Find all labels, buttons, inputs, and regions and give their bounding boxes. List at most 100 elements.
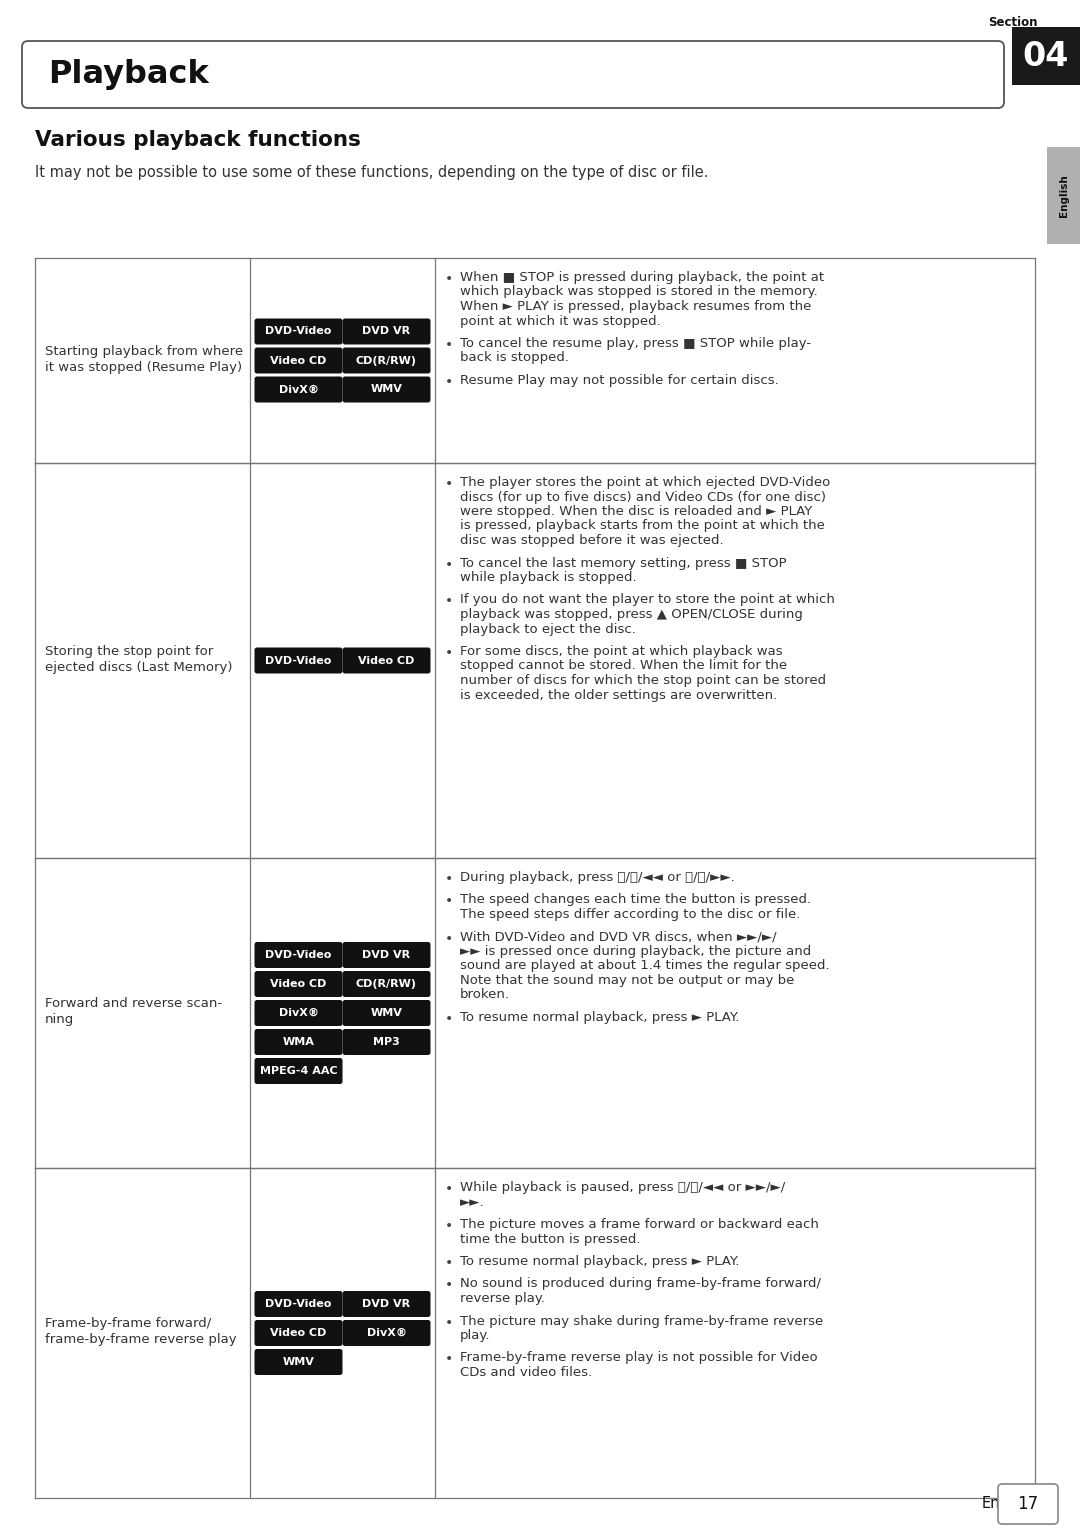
FancyBboxPatch shape: [255, 971, 342, 997]
Text: •: •: [445, 1316, 454, 1330]
FancyBboxPatch shape: [255, 1030, 342, 1056]
Text: The player stores the point at which ejected DVD-Video: The player stores the point at which eje…: [460, 476, 831, 489]
Text: while playback is stopped.: while playback is stopped.: [460, 571, 636, 584]
Text: were stopped. When the disc is reloaded and ► PLAY: were stopped. When the disc is reloaded …: [460, 506, 812, 518]
Text: CD(R/RW): CD(R/RW): [356, 979, 417, 990]
Text: DVD VR: DVD VR: [363, 326, 410, 337]
Text: Forward and reverse scan-: Forward and reverse scan-: [45, 997, 222, 1010]
Text: number of discs for which the stop point can be stored: number of discs for which the stop point…: [460, 674, 826, 686]
Text: discs (for up to five discs) and Video CDs (for one disc): discs (for up to five discs) and Video C…: [460, 490, 826, 504]
Text: Note that the sound may not be output or may be: Note that the sound may not be output or…: [460, 974, 795, 987]
FancyBboxPatch shape: [342, 1321, 431, 1347]
Text: If you do not want the player to store the point at which: If you do not want the player to store t…: [460, 593, 835, 607]
Text: WMV: WMV: [370, 385, 403, 395]
Text: broken.: broken.: [460, 988, 510, 1002]
Text: ning: ning: [45, 1013, 75, 1026]
Text: •: •: [445, 1256, 454, 1270]
Text: Frame-by-frame reverse play is not possible for Video: Frame-by-frame reverse play is not possi…: [460, 1351, 818, 1365]
Text: To cancel the resume play, press ■ STOP while play-: To cancel the resume play, press ■ STOP …: [460, 337, 811, 349]
Text: •: •: [445, 375, 454, 389]
Text: •: •: [445, 273, 454, 286]
FancyBboxPatch shape: [255, 942, 342, 968]
Text: ejected discs (Last Memory): ejected discs (Last Memory): [45, 660, 232, 674]
Text: While playback is paused, press ⏪/⏮/◄◄ or ►►/►/: While playback is paused, press ⏪/⏮/◄◄ o…: [460, 1181, 785, 1193]
Text: Section: Section: [988, 15, 1038, 29]
FancyBboxPatch shape: [342, 377, 431, 403]
Text: •: •: [445, 872, 454, 885]
Text: •: •: [445, 339, 454, 352]
FancyBboxPatch shape: [342, 348, 431, 374]
Text: ►►.: ►►.: [460, 1195, 485, 1209]
Text: •: •: [445, 1219, 454, 1233]
Text: To resume normal playback, press ► PLAY.: To resume normal playback, press ► PLAY.: [460, 1255, 740, 1268]
Text: The speed changes each time the button is pressed.: The speed changes each time the button i…: [460, 893, 811, 907]
Text: Video CD: Video CD: [359, 656, 415, 665]
Text: With DVD-Video and DVD VR discs, when ►►/►/: With DVD-Video and DVD VR discs, when ►►…: [460, 930, 777, 944]
Text: •: •: [445, 558, 454, 571]
Text: time the button is pressed.: time the button is pressed.: [460, 1233, 640, 1246]
Text: When ■ STOP is pressed during playback, the point at: When ■ STOP is pressed during playback, …: [460, 271, 824, 283]
FancyBboxPatch shape: [342, 942, 431, 968]
Text: WMV: WMV: [370, 1008, 403, 1017]
FancyBboxPatch shape: [22, 41, 1004, 107]
Text: To resume normal playback, press ► PLAY.: To resume normal playback, press ► PLAY.: [460, 1011, 740, 1023]
Text: •: •: [445, 647, 454, 660]
Text: stopped cannot be stored. When the limit for the: stopped cannot be stored. When the limit…: [460, 659, 787, 673]
Text: MPEG-4 AAC: MPEG-4 AAC: [259, 1066, 337, 1075]
Text: DVD-Video: DVD-Video: [266, 950, 332, 961]
Text: CDs and video files.: CDs and video files.: [460, 1367, 592, 1379]
Text: En: En: [982, 1495, 1000, 1511]
Text: Starting playback from where: Starting playback from where: [45, 345, 243, 357]
Text: •: •: [445, 1013, 454, 1026]
Text: DVD-Video: DVD-Video: [266, 656, 332, 665]
FancyBboxPatch shape: [255, 319, 342, 345]
Text: reverse play.: reverse play.: [460, 1291, 545, 1305]
Text: sound are played at about 1.4 times the regular speed.: sound are played at about 1.4 times the …: [460, 959, 829, 973]
Text: •: •: [445, 594, 454, 608]
Text: Various playback functions: Various playback functions: [35, 130, 361, 150]
Text: DVD-Video: DVD-Video: [266, 326, 332, 337]
FancyBboxPatch shape: [342, 1000, 431, 1026]
Text: it was stopped (Resume Play): it was stopped (Resume Play): [45, 360, 242, 374]
Text: Video CD: Video CD: [270, 1328, 326, 1337]
Text: To cancel the last memory setting, press ■ STOP: To cancel the last memory setting, press…: [460, 556, 786, 570]
FancyBboxPatch shape: [1047, 147, 1080, 244]
Text: ►► is pressed once during playback, the picture and: ►► is pressed once during playback, the …: [460, 945, 811, 958]
Text: During playback, press ⏪/⏮/◄◄ or ⏩/⏯/►►.: During playback, press ⏪/⏮/◄◄ or ⏩/⏯/►►.: [460, 872, 734, 884]
FancyBboxPatch shape: [255, 1350, 342, 1376]
Text: When ► PLAY is pressed, playback resumes from the: When ► PLAY is pressed, playback resumes…: [460, 300, 811, 313]
Text: playback was stopped, press ▲ OPEN/CLOSE during: playback was stopped, press ▲ OPEN/CLOSE…: [460, 608, 802, 620]
Text: MP3: MP3: [373, 1037, 400, 1046]
Text: •: •: [445, 1183, 454, 1196]
FancyBboxPatch shape: [342, 1291, 431, 1318]
Text: Video CD: Video CD: [270, 355, 326, 366]
FancyBboxPatch shape: [255, 348, 342, 374]
FancyBboxPatch shape: [255, 1000, 342, 1026]
Text: is pressed, playback starts from the point at which the: is pressed, playback starts from the poi…: [460, 519, 825, 533]
Text: WMA: WMA: [283, 1037, 314, 1046]
Text: DivX®: DivX®: [279, 385, 319, 395]
Text: 17: 17: [1017, 1495, 1039, 1514]
Text: WMV: WMV: [283, 1357, 314, 1367]
Text: Playback: Playback: [48, 60, 208, 90]
Text: which playback was stopped is stored in the memory.: which playback was stopped is stored in …: [460, 285, 818, 299]
Text: playback to eject the disc.: playback to eject the disc.: [460, 622, 636, 636]
FancyBboxPatch shape: [255, 1059, 342, 1085]
Text: DivX®: DivX®: [366, 1328, 406, 1337]
Text: The picture may shake during frame-by-frame reverse: The picture may shake during frame-by-fr…: [460, 1314, 823, 1328]
Text: CD(R/RW): CD(R/RW): [356, 355, 417, 366]
Text: back is stopped.: back is stopped.: [460, 351, 569, 365]
Text: Resume Play may not possible for certain discs.: Resume Play may not possible for certain…: [460, 374, 779, 388]
FancyBboxPatch shape: [255, 648, 342, 674]
Text: •: •: [445, 931, 454, 945]
FancyBboxPatch shape: [342, 1030, 431, 1056]
FancyBboxPatch shape: [342, 971, 431, 997]
Text: DVD VR: DVD VR: [363, 1299, 410, 1308]
Text: •: •: [445, 1353, 454, 1367]
Text: Video CD: Video CD: [270, 979, 326, 990]
FancyBboxPatch shape: [998, 1485, 1058, 1524]
Text: point at which it was stopped.: point at which it was stopped.: [460, 314, 661, 328]
Text: No sound is produced during frame-by-frame forward/: No sound is produced during frame-by-fra…: [460, 1278, 821, 1290]
Text: English: English: [1059, 175, 1069, 218]
Text: DVD VR: DVD VR: [363, 950, 410, 961]
